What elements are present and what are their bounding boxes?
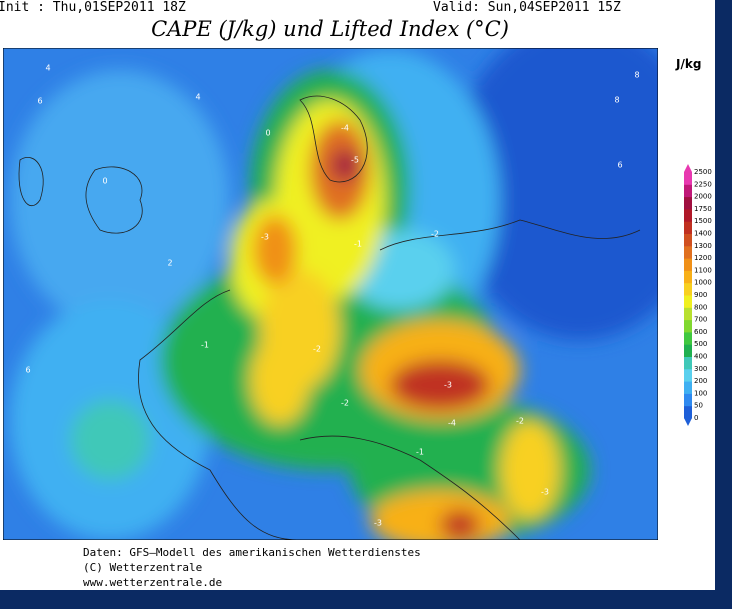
- init-time: Init : Thu,01SEP2011 18Z: [0, 0, 186, 15]
- contour-label: 6: [25, 366, 30, 375]
- colorbar-label: 900: [694, 291, 707, 299]
- colorbar-segment: [684, 331, 692, 345]
- colorbar-segment: [684, 282, 692, 296]
- colorbar-segment: [684, 221, 692, 234]
- footer-line: www.wetterzentrale.de: [83, 576, 222, 589]
- colorbar-label: 1200: [694, 254, 712, 262]
- colorbar-segment: [684, 381, 692, 394]
- colorbar-segment: [684, 245, 692, 259]
- colorbar-segment: [684, 233, 692, 247]
- colorbar-segment: [684, 184, 692, 198]
- colorbar-segment: [684, 319, 692, 333]
- colorbar: 0 50 100 200 300 400 500 600 700 800 900 1000 1100 12…: [684, 164, 712, 426]
- colorbar-segment: [684, 196, 692, 210]
- colorbar-label: 100: [694, 389, 707, 397]
- colorbar-label: 300: [694, 365, 707, 373]
- contour-label: -1: [354, 240, 362, 249]
- colorbar-label: 1300: [694, 242, 712, 250]
- colorbar-segment: [684, 368, 692, 382]
- contour-label: -1: [416, 448, 424, 457]
- colorbar-label: 2500: [694, 168, 712, 176]
- contour-labels: -5 -4 -3 -3 -1 -2 0 0 2 4 4 6 8 8 6 6 -2…: [25, 64, 639, 528]
- map: -5 -4 -3 -3 -1 -2 0 0 2 4 4 6 8 8 6 6 -2…: [3, 48, 658, 540]
- contour-label: -2: [431, 230, 439, 239]
- colorbar-label: 2000: [694, 193, 712, 201]
- colorbar-segment: [684, 393, 692, 407]
- colorbar-label: 1100: [694, 266, 712, 274]
- contour-label: 2: [167, 259, 172, 268]
- colorbar-tip: [684, 418, 692, 426]
- colorbar-segment: [684, 258, 692, 271]
- colorbar-label: 0: [694, 414, 698, 422]
- colorbar-label: 1000: [694, 279, 712, 287]
- colorbar-segment: [684, 356, 692, 370]
- colorbar-label: 2250: [694, 180, 712, 188]
- colorbar-segment: [684, 307, 692, 321]
- colorbar-label: 50: [694, 402, 703, 410]
- contour-label: 6: [617, 161, 622, 170]
- colorbar-segment: [684, 405, 692, 419]
- colorbar-segment: [684, 270, 692, 284]
- colorbar-label: 1500: [694, 217, 712, 225]
- contour-label: -1: [201, 341, 209, 350]
- coastlines: [18, 95, 641, 540]
- contour-label: -3: [374, 519, 382, 528]
- contour-label: 8: [614, 96, 619, 105]
- colorbar-label: 700: [694, 316, 707, 324]
- contour-label: -2: [341, 399, 349, 408]
- colorbar-label: 800: [694, 303, 707, 311]
- colorbar-segment: [684, 208, 692, 222]
- contour-label: 4: [45, 64, 50, 73]
- colorbar-label: 600: [694, 328, 707, 336]
- colorbar-label: 500: [694, 340, 707, 348]
- contour-label: 4: [195, 93, 200, 102]
- colorbar-label: 1750: [694, 205, 712, 213]
- contour-label: -2: [313, 345, 321, 354]
- contour-label: 0: [265, 129, 270, 138]
- contour-label: 0: [102, 177, 107, 186]
- contour-label: -4: [448, 419, 456, 428]
- colorbar-label: 400: [694, 353, 707, 361]
- colorbar-label: 200: [694, 377, 707, 385]
- contour-label: -5: [351, 156, 359, 165]
- valid-time: Valid: Sun,04SEP2011 15Z: [433, 0, 621, 15]
- contour-label: -2: [516, 417, 524, 426]
- map-title: CAPE (J/kg) und Lifted Index (°C): [151, 17, 509, 41]
- colorbar-segment: [684, 295, 692, 308]
- colorbar-tip: [684, 164, 692, 172]
- colorbar-label: 1400: [694, 230, 712, 238]
- colorbar-unit: J/kg: [675, 57, 701, 71]
- footer-line: Daten: GFS–Modell des amerikanischen Wet…: [83, 546, 421, 559]
- contour-label: 6: [37, 97, 42, 106]
- footer-line: (C) Wetterzentrale: [83, 561, 202, 574]
- contour-label: -3: [444, 381, 452, 390]
- contour-label: 8: [634, 71, 639, 80]
- contour-label: -3: [541, 488, 549, 497]
- colorbar-segment: [684, 172, 692, 185]
- contour-label: -4: [341, 124, 349, 133]
- contour-label: -3: [261, 233, 269, 242]
- colorbar-segment: [684, 344, 692, 357]
